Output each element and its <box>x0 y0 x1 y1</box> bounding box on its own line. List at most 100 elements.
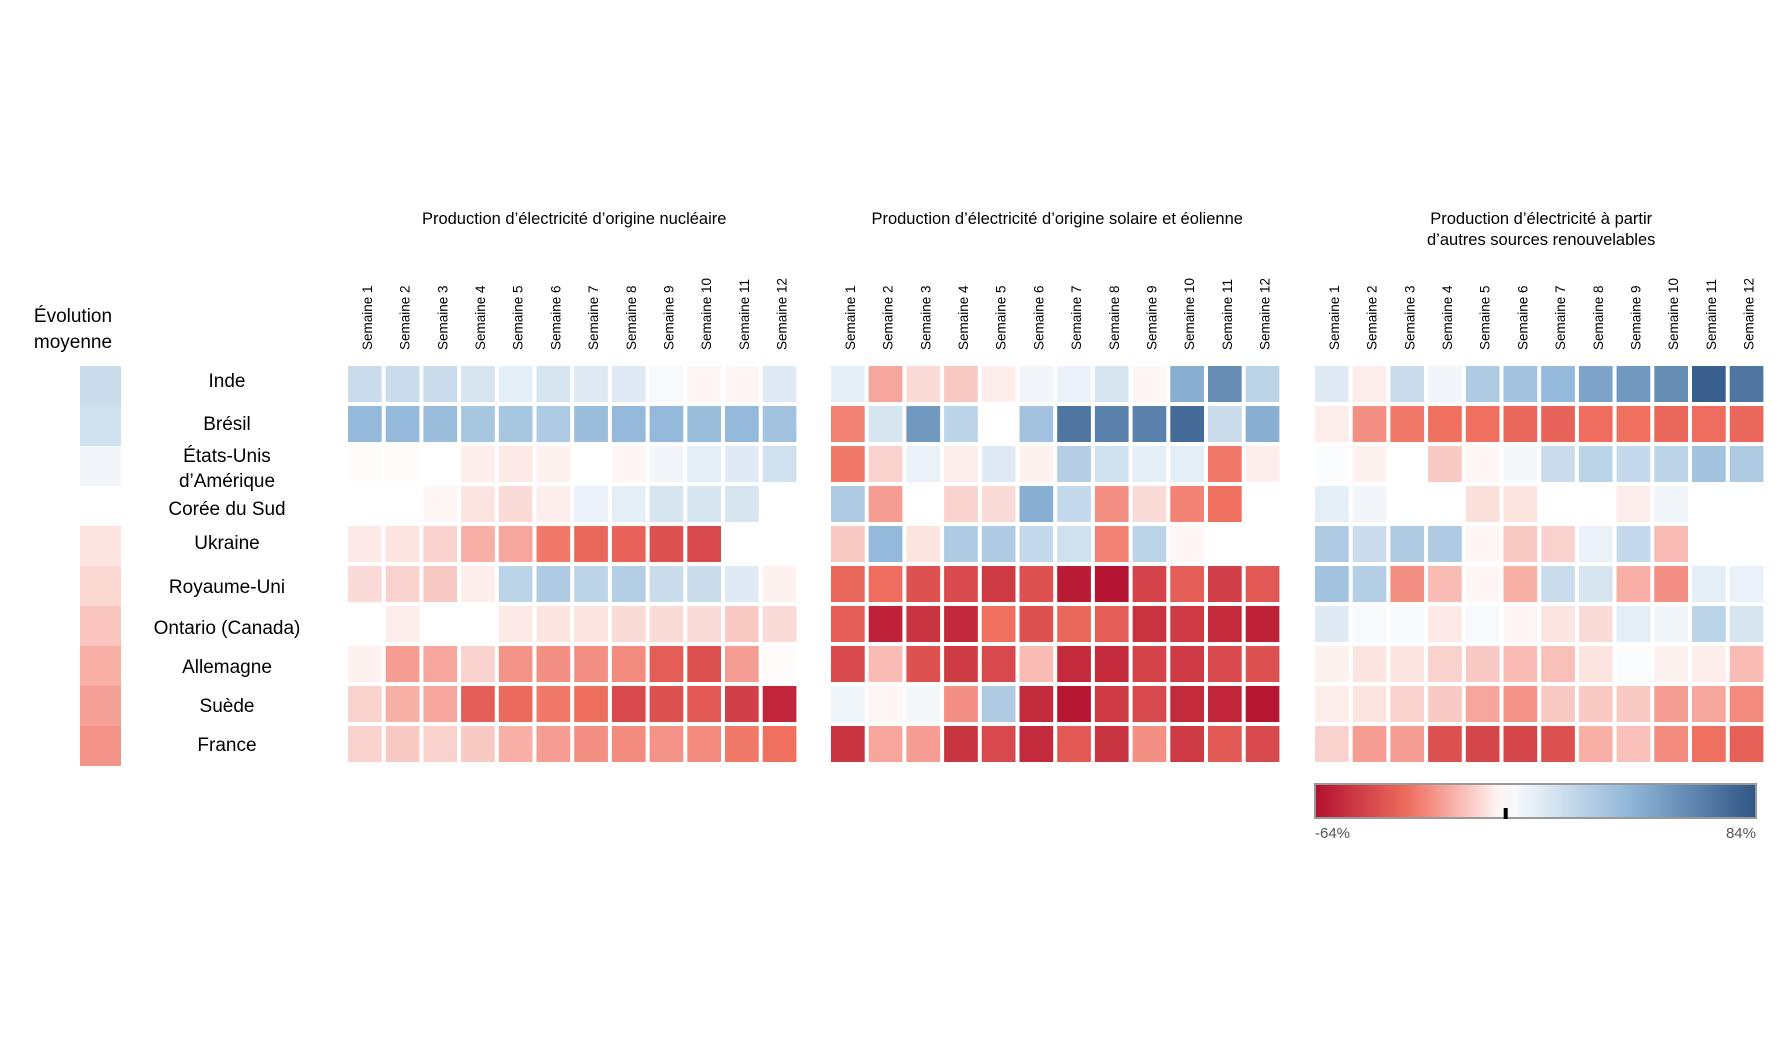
heatmap-cell <box>1654 526 1688 562</box>
heatmap-cell <box>1132 486 1167 522</box>
heatmap-cell <box>831 726 865 762</box>
heatmap-cell <box>868 366 903 402</box>
heatmap-cell <box>649 726 684 762</box>
heatmap-cell <box>498 366 533 402</box>
heatmap-cell <box>687 446 721 482</box>
heatmap-cell <box>385 686 420 722</box>
week-label: Semaine 12 <box>775 278 790 350</box>
heatmap-cell <box>1094 486 1129 522</box>
heatmap-cell <box>423 446 458 482</box>
heatmap-cell <box>831 526 865 562</box>
heatmap-cell <box>1654 686 1688 722</box>
heatmap-cell <box>1057 366 1091 402</box>
heatmap-cell <box>423 406 458 442</box>
heatmap-cell <box>385 606 420 642</box>
heatmap-cell <box>348 726 382 762</box>
heatmap-cell <box>649 566 684 602</box>
week-label: Semaine 12 <box>1742 278 1757 350</box>
heatmap-cell <box>611 566 646 602</box>
heatmap-cell <box>1578 726 1613 762</box>
heatmap-cell <box>1616 686 1651 722</box>
heatmap-cell <box>1170 366 1204 402</box>
heatmap-cell <box>1132 526 1167 562</box>
heatmap-cell <box>536 526 571 562</box>
heatmap-cell <box>944 526 978 562</box>
heatmap-cell <box>981 646 1016 682</box>
heatmap-cell <box>906 686 941 722</box>
heatmap-cell <box>1428 686 1462 722</box>
country-label: Allemagne <box>182 657 272 678</box>
heatmap-cell <box>1019 646 1054 682</box>
heatmap-cell <box>1132 566 1167 602</box>
heatmap-cell <box>944 606 978 642</box>
heatmap-cell <box>423 526 458 562</box>
heatmap-cell <box>1465 406 1500 442</box>
heatmap-cell <box>1428 526 1462 562</box>
heatmap-cell <box>906 526 941 562</box>
heatmap-cell <box>423 646 458 682</box>
heatmap-cell <box>1654 646 1688 682</box>
heatmap-cell <box>1692 406 1726 442</box>
heatmap-cell <box>1578 446 1613 482</box>
heatmap-cell <box>1692 726 1726 762</box>
heatmap-cell <box>461 406 495 442</box>
heatmap-cell <box>1654 366 1688 402</box>
heatmap-cell <box>762 606 797 642</box>
panel-title: Production d’électricité d’origine nuclé… <box>422 210 727 228</box>
heatmap-cell <box>348 446 382 482</box>
heatmap-cell <box>1692 566 1726 602</box>
heatmap-cell <box>868 646 903 682</box>
heatmap-cell <box>1315 406 1349 442</box>
week-label: Semaine 4 <box>473 285 488 350</box>
heatmap-cell <box>1616 366 1651 402</box>
heatmap-cell <box>981 486 1016 522</box>
heatmap-cell <box>423 686 458 722</box>
country-label: Brésil <box>203 414 251 435</box>
heatmap-cell <box>423 486 458 522</box>
heatmap-cell <box>1352 526 1387 562</box>
panel-title: d’autres sources renouvelables <box>1427 231 1655 249</box>
heatmap-cell <box>831 646 865 682</box>
heatmap-cell <box>1208 646 1242 682</box>
average-swatch <box>80 406 121 446</box>
heatmap-cell <box>461 606 495 642</box>
week-label: Semaine 1 <box>1327 285 1342 350</box>
heatmap-cell <box>498 606 533 642</box>
heatmap-cell <box>461 526 495 562</box>
heatmap-cell <box>1019 686 1054 722</box>
heatmap-cell <box>611 646 646 682</box>
heatmap-cell <box>944 406 978 442</box>
panel-title: Production d’électricité à partir <box>1430 210 1652 228</box>
heatmap-cell <box>1315 366 1349 402</box>
heatmap-cell <box>1245 566 1280 602</box>
heatmap-cell <box>906 726 941 762</box>
average-swatch <box>80 486 121 526</box>
heatmap-cell <box>868 566 903 602</box>
heatmap-cell <box>385 366 420 402</box>
heatmap-cell <box>536 646 571 682</box>
heatmap-cell <box>1390 566 1425 602</box>
heatmap-cell <box>461 646 495 682</box>
heatmap-cell <box>385 726 420 762</box>
heatmap-cell <box>1465 686 1500 722</box>
week-label: Semaine 9 <box>661 285 676 350</box>
country-label: Suède <box>200 696 255 717</box>
week-label: Semaine 5 <box>511 285 526 350</box>
heatmap-cell <box>1245 686 1280 722</box>
heatmap-cell <box>1390 366 1425 402</box>
heatmap-cell <box>1729 646 1764 682</box>
heatmap-cell <box>687 526 721 562</box>
heatmap-cell <box>1245 446 1280 482</box>
heatmap-cell <box>831 406 865 442</box>
heatmap-cell <box>1019 486 1054 522</box>
heatmap-cell <box>725 606 759 642</box>
heatmap-cell <box>574 406 608 442</box>
week-label: Semaine 4 <box>956 285 971 350</box>
week-label: Semaine 1 <box>360 285 375 350</box>
week-label: Semaine 8 <box>1107 285 1122 350</box>
heatmap-cell <box>1057 606 1091 642</box>
average-swatch <box>80 726 121 766</box>
heatmap-cell <box>1692 646 1726 682</box>
heatmap-cell <box>868 686 903 722</box>
